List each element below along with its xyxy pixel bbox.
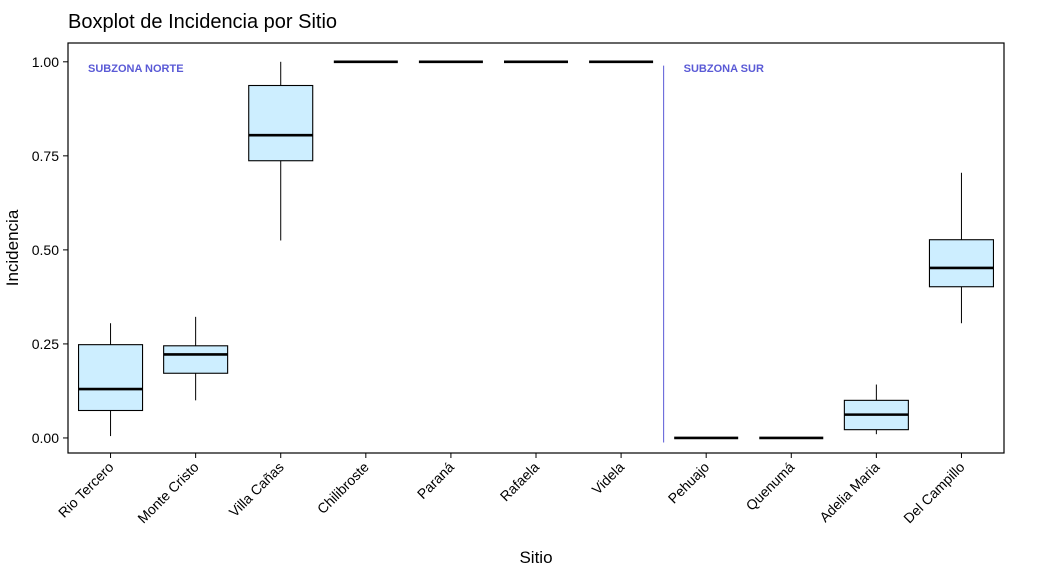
- chart-title: Boxplot de Incidencia por Sitio: [68, 11, 337, 33]
- x-tick-label: Adelia Maria: [816, 459, 882, 525]
- plot-frame: [67, 42, 1005, 454]
- box-iqr: [248, 84, 314, 162]
- x-tick-label: Videla: [589, 459, 628, 498]
- box-group: [248, 61, 314, 241]
- y-tick-label: 0.25: [32, 336, 59, 352]
- x-tick-label: Rafaela: [497, 459, 543, 505]
- y-axis-title: Incidencia: [3, 209, 22, 286]
- plot-area: 0.00 0.25 0.50 0.75 1.00 SUBZONA NORTE SUBZONA…: [32, 42, 1005, 527]
- x-tick-label: Pehuajo: [665, 459, 713, 507]
- box-iqr: [163, 345, 229, 374]
- box-group: [163, 316, 229, 401]
- zone-label: SUBZONA SUR: [684, 63, 764, 75]
- box-group: [928, 172, 995, 324]
- box-group: [843, 384, 909, 435]
- y-tick-label: 0.75: [32, 148, 59, 164]
- x-tick-label: Monte Cristo: [134, 459, 202, 527]
- y-tick-label: 0.50: [32, 242, 59, 258]
- zone-label: SUBZONA NORTE: [88, 63, 184, 75]
- x-tick-label: Chilibroste: [314, 459, 372, 517]
- y-tick-label: 1.00: [32, 54, 59, 70]
- x-axis-title: Sitio: [519, 548, 552, 567]
- x-tick-label: Villa Cañas: [226, 459, 287, 520]
- box-group: [77, 323, 144, 437]
- x-tick-label: Rio Tercero: [55, 459, 117, 521]
- x-tick-label: Del Campillo: [900, 459, 968, 527]
- y-tick-label: 0.00: [32, 430, 59, 446]
- x-tick-label: Paraná: [414, 459, 457, 502]
- x-tick-label: Quenumá: [743, 459, 798, 514]
- box-iqr: [928, 239, 995, 288]
- box-iqr: [77, 344, 144, 412]
